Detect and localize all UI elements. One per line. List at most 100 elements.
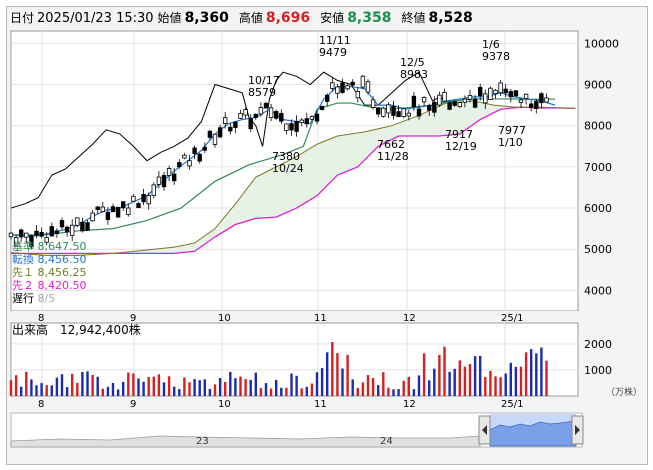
navigator-label-24: 24: [380, 436, 393, 447]
candle-down: [110, 206, 116, 213]
candle-down: [289, 123, 294, 131]
candle: [483, 89, 488, 109]
candle-up: [355, 91, 360, 99]
volume-panel[interactable]: [10, 322, 579, 397]
volume-bar: [193, 379, 196, 396]
candle: [95, 205, 100, 214]
volume-bar: [96, 376, 99, 396]
volume-bar: [499, 377, 502, 396]
candle: [529, 100, 534, 112]
candle: [386, 102, 391, 119]
volume-bar: [285, 387, 288, 396]
candle-down: [294, 120, 299, 132]
candle: [263, 101, 269, 109]
candle: [105, 207, 111, 225]
candle: [534, 98, 539, 114]
candle-down: [115, 206, 121, 218]
candle-down: [416, 108, 422, 117]
chevron-right-icon: [575, 425, 580, 435]
candle: [238, 109, 243, 120]
candle: [452, 100, 457, 108]
volume-bar: [269, 388, 273, 396]
candle-down: [263, 102, 269, 109]
price-tick-label: 6000: [584, 202, 612, 215]
price-annotation: 10/17 8579: [248, 74, 280, 99]
volume-bar: [116, 389, 120, 396]
candle: [304, 112, 309, 128]
navigator-left-handle[interactable]: [478, 415, 491, 445]
candle-up: [401, 108, 406, 118]
candle: [360, 74, 366, 89]
volume-bar: [524, 352, 528, 396]
candle-up: [151, 184, 156, 196]
candle: [345, 83, 350, 91]
high-label: 高値: [238, 11, 263, 25]
candle-up: [70, 224, 75, 236]
candle-down: [54, 230, 60, 235]
candle-up: [462, 98, 468, 103]
candle-up: [44, 237, 49, 243]
legend-label: 基準: [12, 239, 38, 253]
candle-up: [518, 99, 524, 103]
candle-up: [284, 123, 289, 131]
candle-down: [375, 107, 381, 115]
volume-bar: [71, 373, 74, 396]
volume-bar: [132, 373, 135, 396]
candle: [192, 145, 197, 160]
candle-up: [335, 86, 340, 94]
candle-down: [539, 93, 544, 104]
volume-bar: [224, 381, 227, 396]
candle-down: [202, 146, 207, 151]
candle: [156, 170, 162, 189]
month-label: 10: [218, 399, 231, 410]
annotation-line: 7977: [498, 124, 526, 137]
candle: [391, 100, 396, 120]
candle: [503, 84, 508, 97]
annotation-line: 9378: [482, 50, 510, 63]
navigator-right-handle[interactable]: [571, 415, 584, 445]
volume-bar: [239, 376, 242, 396]
candle-up: [126, 207, 131, 215]
candle-down: [161, 175, 167, 188]
candle-down: [29, 235, 34, 248]
volume-bar: [433, 368, 436, 396]
month-labels-bottom: 8 9 10 11 12 25/1: [38, 399, 523, 410]
price-annotation: 12/5 8983: [400, 56, 428, 81]
candle-up: [386, 104, 391, 114]
navigator-label-23: 23: [196, 436, 209, 447]
candle-down: [248, 118, 253, 130]
month-label: 8: [38, 399, 44, 410]
candle: [126, 203, 131, 217]
volume-bar: [111, 382, 115, 396]
candle: [539, 91, 544, 109]
candle: [467, 89, 473, 103]
candle-up: [13, 237, 19, 246]
candle: [18, 228, 24, 242]
candle-up: [258, 107, 264, 115]
price-annotation: 1/6 9378: [482, 38, 510, 63]
candle-up: [442, 91, 447, 102]
candle-up: [156, 176, 162, 185]
candle-down: [59, 220, 65, 228]
volume-bar: [142, 381, 145, 396]
candle: [396, 105, 401, 118]
candle: [401, 107, 406, 119]
volume-bar: [341, 368, 344, 396]
volume-bar: [366, 375, 370, 396]
annotation-line: 8579: [248, 86, 276, 99]
volume-tick-label: 2000: [584, 338, 612, 351]
volume-bar: [315, 372, 319, 396]
annotation-line: 11/11: [319, 34, 351, 47]
candle-up: [488, 87, 493, 100]
candle: [544, 93, 549, 103]
volume-bar: [183, 377, 186, 396]
volume-bar: [244, 379, 247, 396]
volume-bar: [162, 382, 166, 396]
candle-up: [299, 119, 304, 124]
volume-bar: [218, 378, 222, 396]
candle: [319, 105, 325, 111]
candle-up: [309, 116, 315, 120]
volume-bar: [106, 386, 110, 396]
candle-up: [24, 232, 29, 238]
